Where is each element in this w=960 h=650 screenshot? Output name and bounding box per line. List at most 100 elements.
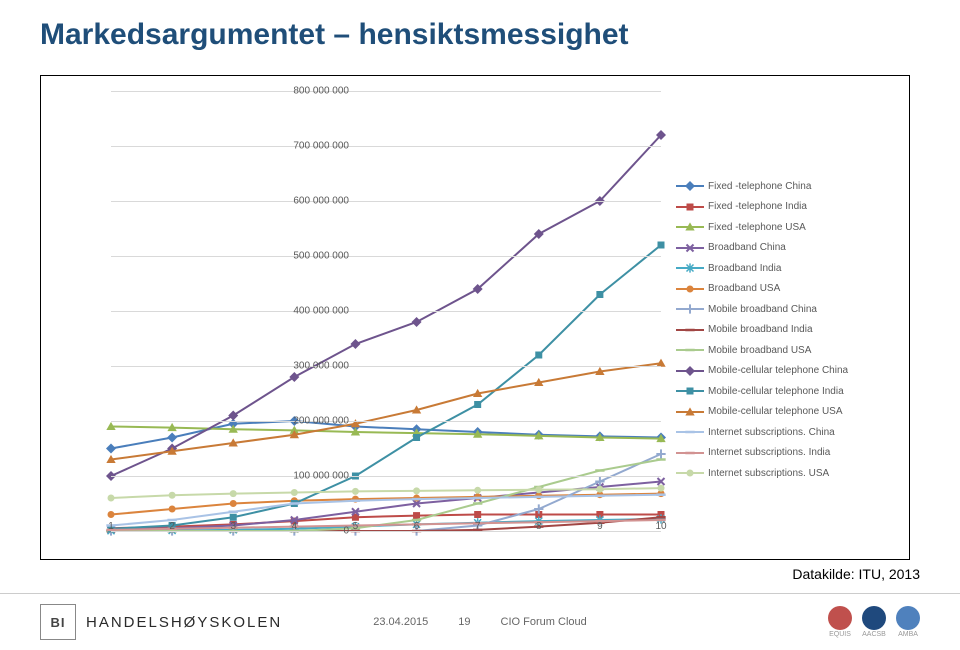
series-marker bbox=[413, 487, 420, 494]
legend-label: Broadband China bbox=[708, 242, 786, 253]
x-axis-label: 9 bbox=[590, 521, 610, 532]
school-name: HANDELSHØYSKOLEN bbox=[86, 614, 282, 631]
chart-container: Fixed -telephone China Fixed -telephone I… bbox=[40, 75, 910, 560]
footer-event: CIO Forum Cloud bbox=[501, 616, 587, 628]
series-marker bbox=[289, 372, 299, 382]
plot-area bbox=[111, 91, 661, 531]
series-marker bbox=[596, 291, 603, 298]
data-source: Datakilde: ITU, 2013 bbox=[792, 566, 920, 582]
legend-item: Mobile-cellular telephone India bbox=[676, 381, 901, 402]
footer: BI HANDELSHØYSKOLEN 23.04.2015 19 CIO Fo… bbox=[0, 593, 960, 650]
series-line bbox=[111, 135, 661, 476]
y-axis-label: 700 000 000 bbox=[279, 141, 349, 152]
legend-item: Fixed -telephone USA bbox=[676, 217, 901, 238]
legend-label: Internet subscriptions. China bbox=[708, 427, 835, 438]
legend-item: Internet subscriptions. China bbox=[676, 422, 901, 443]
grid-line bbox=[111, 146, 661, 147]
series-marker bbox=[474, 487, 481, 494]
series-marker bbox=[474, 511, 481, 518]
series-line bbox=[111, 245, 661, 529]
series-line bbox=[111, 421, 661, 449]
footer-page: 19 bbox=[458, 616, 470, 628]
legend-label: Mobile broadband China bbox=[708, 304, 817, 315]
x-axis-label: 2 bbox=[162, 521, 182, 532]
footer-accreditations: EQUIS AACSB AMBA bbox=[828, 606, 920, 638]
series-marker bbox=[474, 401, 481, 408]
series-marker bbox=[169, 506, 176, 513]
legend-label: Fixed -telephone China bbox=[708, 181, 811, 192]
series-marker bbox=[350, 339, 360, 349]
series-marker bbox=[108, 495, 115, 502]
grid-line bbox=[111, 531, 661, 532]
series-marker bbox=[230, 514, 237, 521]
legend-item: Mobile-cellular telephone China bbox=[676, 361, 901, 382]
series-marker bbox=[228, 411, 238, 421]
legend-item: Fixed -telephone China bbox=[676, 176, 901, 197]
legend-label: Mobile broadband India bbox=[708, 324, 813, 335]
y-axis-label: 300 000 000 bbox=[279, 361, 349, 372]
x-axis-label: 1 bbox=[101, 521, 121, 532]
grid-line bbox=[111, 366, 661, 367]
legend-item: Mobile broadband USA bbox=[676, 340, 901, 361]
legend-item: Internet subscriptions. India bbox=[676, 443, 901, 464]
footer-date: 23.04.2015 bbox=[373, 616, 428, 628]
legend-item: Fixed -telephone India bbox=[676, 197, 901, 218]
x-axis-label: 6 bbox=[407, 521, 427, 532]
legend-item: Internet subscriptions. USA bbox=[676, 463, 901, 484]
series-marker bbox=[106, 444, 116, 454]
series-marker bbox=[535, 486, 542, 493]
legend-label: Internet subscriptions. USA bbox=[708, 468, 829, 479]
grid-line bbox=[111, 421, 661, 422]
series-marker bbox=[656, 449, 665, 458]
series-marker bbox=[535, 352, 542, 359]
legend-label: Internet subscriptions. India bbox=[708, 447, 830, 458]
series-marker bbox=[108, 511, 115, 518]
series-marker bbox=[658, 485, 665, 492]
bi-logo: BI bbox=[40, 604, 76, 640]
footer-center: 23.04.2015 19 CIO Forum Cloud bbox=[373, 616, 587, 628]
series-line bbox=[111, 363, 661, 459]
series-marker bbox=[658, 242, 665, 249]
y-axis-label: 400 000 000 bbox=[279, 306, 349, 317]
legend-label: Mobile-cellular telephone China bbox=[708, 365, 848, 376]
series-marker bbox=[352, 488, 359, 495]
legend-item: Mobile-cellular telephone USA bbox=[676, 402, 901, 423]
x-axis-label: 5 bbox=[345, 521, 365, 532]
series-marker bbox=[413, 512, 420, 519]
legend-label: Broadband USA bbox=[708, 283, 780, 294]
grid-line bbox=[111, 311, 661, 312]
y-axis-label: 100 000 000 bbox=[279, 471, 349, 482]
x-axis-label: 8 bbox=[529, 521, 549, 532]
x-axis-label: 7 bbox=[468, 521, 488, 532]
legend-item: Broadband China bbox=[676, 238, 901, 259]
accred-amba: AMBA bbox=[896, 606, 920, 638]
legend-label: Broadband India bbox=[708, 263, 781, 274]
legend: Fixed -telephone China Fixed -telephone I… bbox=[676, 176, 901, 484]
y-axis-label: 500 000 000 bbox=[279, 251, 349, 262]
accred-aacsb: AACSB bbox=[862, 606, 886, 638]
x-axis-label: 10 bbox=[651, 521, 671, 532]
x-axis-label: 3 bbox=[223, 521, 243, 532]
y-axis-label: 800 000 000 bbox=[279, 86, 349, 97]
legend-label: Mobile-cellular telephone USA bbox=[708, 406, 843, 417]
grid-line bbox=[111, 476, 661, 477]
x-axis-label: 4 bbox=[284, 521, 304, 532]
legend-item: Mobile broadband India bbox=[676, 320, 901, 341]
series-marker bbox=[412, 317, 422, 327]
legend-label: Fixed -telephone India bbox=[708, 201, 807, 212]
legend-label: Fixed -telephone USA bbox=[708, 222, 806, 233]
legend-item: Broadband India bbox=[676, 258, 901, 279]
footer-left: BI HANDELSHØYSKOLEN bbox=[0, 604, 282, 640]
series-marker bbox=[169, 492, 176, 499]
grid-line bbox=[111, 256, 661, 257]
series-marker bbox=[291, 489, 298, 496]
y-axis-label: 600 000 000 bbox=[279, 196, 349, 207]
grid-line bbox=[111, 201, 661, 202]
legend-label: Mobile-cellular telephone India bbox=[708, 386, 844, 397]
accred-equis: EQUIS bbox=[828, 606, 852, 638]
legend-label: Mobile broadband USA bbox=[708, 345, 811, 356]
series-marker bbox=[230, 490, 237, 497]
legend-item: Mobile broadband China bbox=[676, 299, 901, 320]
y-axis-label: 200 000 000 bbox=[279, 416, 349, 427]
series-marker bbox=[230, 500, 237, 507]
